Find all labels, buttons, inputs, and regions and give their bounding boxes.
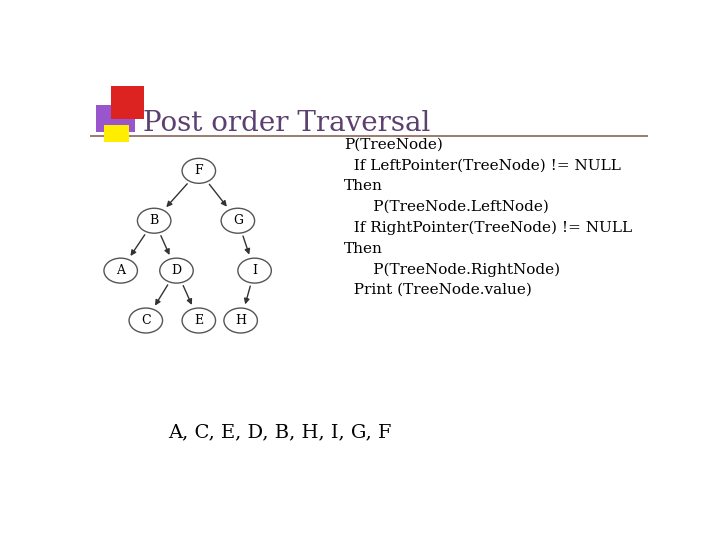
Text: C: C — [141, 314, 150, 327]
Circle shape — [182, 308, 215, 333]
Circle shape — [182, 158, 215, 183]
Text: Print (TreeNode.value): Print (TreeNode.value) — [344, 283, 532, 297]
Text: P(TreeNode.LeftNode): P(TreeNode.LeftNode) — [344, 200, 549, 214]
Text: G: G — [233, 214, 243, 227]
Text: P(TreeNode.RightNode): P(TreeNode.RightNode) — [344, 262, 560, 276]
Bar — [96, 105, 135, 132]
Circle shape — [129, 308, 163, 333]
Bar — [104, 125, 129, 141]
Text: A: A — [116, 264, 125, 277]
Text: If LeftPointer(TreeNode) != NULL: If LeftPointer(TreeNode) != NULL — [344, 158, 621, 172]
Text: P(TreeNode): P(TreeNode) — [344, 138, 443, 152]
Text: E: E — [194, 314, 203, 327]
Bar — [111, 86, 143, 119]
Text: B: B — [150, 214, 159, 227]
Circle shape — [224, 308, 258, 333]
Text: F: F — [194, 164, 203, 177]
Text: Post order Traversal: Post order Traversal — [143, 110, 431, 137]
Circle shape — [160, 258, 193, 283]
Text: If RightPointer(TreeNode) != NULL: If RightPointer(TreeNode) != NULL — [344, 221, 632, 235]
Text: Then: Then — [344, 241, 383, 255]
Text: Then: Then — [344, 179, 383, 193]
Text: H: H — [235, 314, 246, 327]
Text: I: I — [252, 264, 257, 277]
Text: D: D — [171, 264, 181, 277]
Circle shape — [238, 258, 271, 283]
Circle shape — [104, 258, 138, 283]
Circle shape — [138, 208, 171, 233]
Circle shape — [221, 208, 255, 233]
Text: A, C, E, D, B, H, I, G, F: A, C, E, D, B, H, I, G, F — [168, 424, 392, 442]
